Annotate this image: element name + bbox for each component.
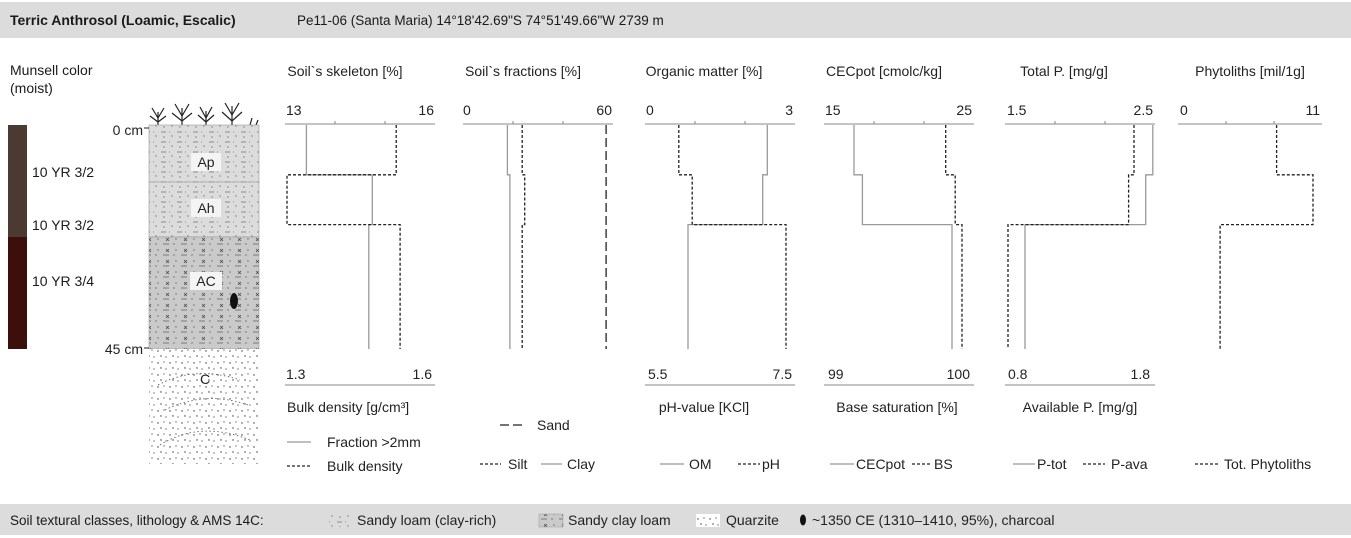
legend-cecpot: CECpot (856, 456, 905, 472)
munsell-color-ac: 10 YR 3/4 (32, 273, 95, 289)
footer-item-quartzite: Quarzite (726, 512, 779, 528)
organic-bottom-max: 7.5 (773, 366, 793, 382)
panel-title-organic: Organic matter [%] (646, 63, 763, 79)
panel-title-phyto: Phytoliths [mil/1g] (1195, 63, 1305, 79)
legend-bs: BS (934, 456, 953, 472)
munsell-swatch-upper (8, 125, 27, 237)
series-cecpot (853, 125, 953, 349)
legend-clay: Clay (567, 456, 595, 472)
footer-bar (0, 504, 1351, 535)
legend-bulk-density: Bulk density (327, 458, 402, 474)
skeleton-top-min: 13 (286, 102, 302, 118)
footer-item-charcoal: ~1350 CE (1310–1410, 95%), charcoal (812, 512, 1054, 528)
footer-swatch-sandy-loam (327, 514, 351, 527)
legend-pava: P-ava (1111, 456, 1148, 472)
horizon-c-label: C (200, 371, 210, 387)
totalp-top-min: 1.5 (1007, 102, 1027, 118)
skeleton-bottom-label: Bulk density [g/cm³] (287, 399, 409, 415)
totalp-bottom-max: 1.8 (1131, 366, 1151, 382)
legend-silt: Silt (508, 456, 528, 472)
totalp-top-max: 2.5 (1134, 102, 1154, 118)
fractions-top-max: 60 (596, 102, 612, 118)
munsell-color-ah: 10 YR 3/2 (32, 217, 95, 233)
legend-ptot: P-tot (1037, 456, 1067, 472)
munsell-color-ap: 10 YR 3/2 (32, 164, 95, 180)
footer-swatch-quartzite (696, 514, 720, 527)
series-bulk-density (286, 125, 401, 349)
cec-top-min: 15 (825, 102, 841, 118)
horizon-ac-label: AC (196, 273, 215, 289)
cec-bottom-label: Base saturation [%] (836, 399, 957, 415)
totalp-bottom-label: Available P. [mg/g] (1023, 399, 1138, 415)
skeleton-top-max: 16 (418, 102, 434, 118)
series-layer (286, 125, 1314, 349)
legend-sand: Sand (537, 417, 570, 433)
charcoal-sample-icon (230, 293, 238, 309)
organic-bottom-min: 5.5 (648, 366, 668, 382)
footer-charcoal-icon (800, 514, 806, 526)
legend-ph: pH (762, 456, 780, 472)
series-ph (678, 125, 787, 349)
fractions-top-min: 0 (463, 102, 471, 118)
quartzite-arcs (157, 373, 251, 446)
organic-top-max: 3 (785, 102, 793, 118)
horizon-ap-label: Ap (197, 154, 214, 170)
horizon-ah-label: Ah (197, 200, 214, 216)
legend-fraction: Fraction >2mm (327, 434, 421, 450)
series-tot-phytoliths (1219, 125, 1314, 349)
series-om (687, 125, 768, 349)
panel-title-cec: CECpot [cmolc/kg] (826, 63, 942, 79)
panel-title-totalp: Total P. [mg/g] (1020, 63, 1108, 79)
phyto-top-max: 11 (1305, 102, 1320, 118)
series-bs (945, 125, 963, 349)
series-p-ava (1007, 125, 1135, 349)
depth-top-label: 0 cm (113, 122, 143, 138)
site-info: Pe11-06 (Santa Maria) 14°18'42.69"S 74°5… (297, 13, 664, 28)
footer-swatch-sandy-clay-loam (538, 513, 564, 528)
panel-title-skeleton: Soil`s skeleton [%] (287, 63, 402, 79)
horizon-c-fill (149, 349, 259, 464)
cec-bottom-min: 99 (828, 366, 844, 382)
horizon-ac-fill (148, 236, 260, 350)
depth-bottom-label: 45 cm (105, 341, 143, 357)
series-fraction-2mm (305, 125, 373, 349)
series-p-tot (1024, 125, 1154, 349)
header-bar (0, 2, 1351, 38)
cec-top-max: 25 (956, 102, 972, 118)
totalp-bottom-min: 0.8 (1008, 366, 1028, 382)
skeleton-bottom-min: 1.3 (286, 366, 306, 382)
organic-top-min: 0 (646, 102, 654, 118)
footer-item-sandy-loam: Sandy loam (clay-rich) (357, 512, 496, 528)
munsell-label-sub: (moist) (10, 80, 53, 96)
footer-item-sandy-clay-loam: Sandy clay loam (568, 512, 671, 528)
phyto-top-min: 0 (1180, 102, 1188, 118)
legend-phyto: Tot. Phytoliths (1224, 456, 1311, 472)
panel-title-fractions: Soil`s fractions [%] (465, 63, 581, 79)
munsell-label: Munsell color (10, 62, 93, 78)
munsell-swatch-lower (8, 237, 27, 349)
vegetation-icon (149, 102, 259, 126)
profile-title: Terric Anthrosol (Loamic, Escalic) (10, 12, 236, 28)
series-silt (521, 125, 526, 349)
skeleton-bottom-max: 1.6 (413, 366, 433, 382)
cec-bottom-max: 100 (947, 366, 971, 382)
series-clay (506, 125, 511, 349)
organic-bottom-label: pH-value [KCl] (659, 399, 749, 415)
footer-lead: Soil textural classes, lithology & AMS 1… (10, 513, 264, 528)
legend-om: OM (689, 456, 712, 472)
